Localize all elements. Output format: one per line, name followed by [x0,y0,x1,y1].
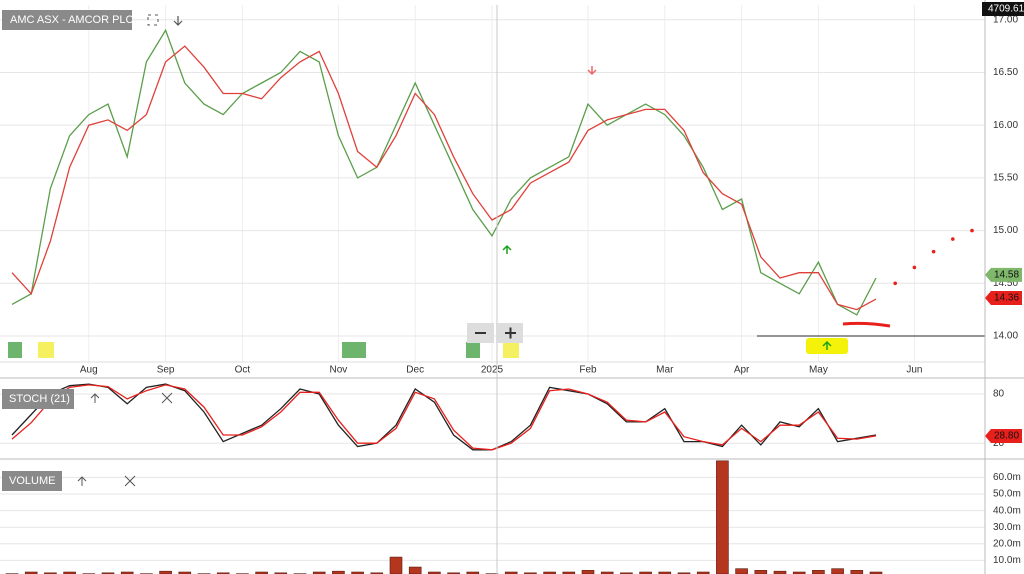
series-line [11,45,877,311]
y-tick-label: 14.00 [993,331,1018,342]
volume-bar [812,570,825,574]
y-tick-label: 15.50 [993,173,1018,184]
price-tag [985,428,1022,443]
volume-bar [370,572,384,574]
x-tick-label: Dec [406,365,424,376]
zoom-icons [475,327,516,339]
y-tick-label: 60.0m [993,472,1021,483]
x-tick-label: Mar [656,365,674,376]
top-label: 4709.61 [988,4,1024,15]
projection-dot [951,237,955,241]
price-tag-label: 28.80 [994,431,1019,442]
y-tick-label: 14.50 [993,278,1018,289]
volume-bar [524,572,537,574]
volume-bar [754,570,768,574]
projection-dot [970,228,974,233]
volume-bar [850,570,864,574]
expand-icon[interactable] [147,14,159,26]
volume-bar [677,572,691,574]
volume-bar [447,572,460,574]
volume-bar [620,572,633,574]
volume-bar [101,572,115,574]
y-tick-label: 40.0m [993,505,1021,516]
title-box [2,10,132,30]
y-tick-label: 16.00 [993,120,1018,131]
hand-drawn-line [842,321,891,328]
projection-dot [893,281,897,286]
volume-bar [44,572,57,574]
y-tick-label: 50.0m [993,489,1021,500]
y-tick-label: 30.0m [993,522,1021,533]
series-line [11,28,877,316]
volume-bar [216,572,230,574]
up-arrow [822,340,832,350]
series-line [11,384,877,451]
event-marker[interactable] [466,342,480,358]
y-tick-label: 16.50 [993,67,1018,78]
volume-bar [716,460,729,574]
y-tick-label: 20 [993,438,1005,449]
volume-bar [831,568,844,574]
x-tick-label: Oct [235,365,251,376]
volume-bar [408,566,422,574]
y-tick-label: 20.0m [993,538,1021,549]
projection-dot [912,265,917,270]
x-tick-label: Aug [80,365,98,376]
x-tick-label: Sep [157,365,175,376]
title-box [2,471,62,491]
price-tag-label: 14.58 [994,269,1019,280]
x-tick-label: 2025 [481,365,504,376]
note-marker[interactable] [503,342,519,358]
price-tag [985,291,1022,306]
zoom-controls [467,323,523,343]
note-marker[interactable] [38,342,54,358]
event-markers [8,342,519,358]
x-tick-label: Nov [330,365,348,376]
panel-icons[interactable] [90,392,173,404]
volume-bar [274,572,288,574]
price-tag-label: 14.36 [994,293,1019,304]
panel-title: STOCH (21) [9,393,70,405]
panel-title: VOLUME [9,475,55,487]
volume-bar [735,568,748,574]
up-arrow [502,244,512,254]
chart-title: AMC ASX - AMCOR PLC [10,14,134,26]
plot-area [0,19,985,337]
y-tick-label: 17.00 [993,14,1018,25]
layers: Aug Sep Oct Nov Dec 2025 Feb Mar Apr May Jun 14.00 1… [0,5,1022,574]
volume-bar [389,556,403,574]
y-tick-label: 80 [993,389,1005,400]
volume-bar [581,570,595,574]
x-tick-label: Feb [579,365,597,376]
x-tick-label: Apr [734,365,750,376]
event-marker[interactable] [8,342,22,358]
y-tick-label: 10.0m [993,555,1021,566]
plot-area [0,383,985,451]
plot-area [0,460,985,574]
top-label-box [982,2,1024,16]
event-marker[interactable] [342,342,366,358]
panel-icons[interactable] [77,475,136,487]
y-tick-label: 15.00 [993,225,1018,236]
x-tick-label: May [809,365,828,376]
projection-dot [931,249,936,254]
down-arrow [587,66,597,76]
title-box [2,389,74,409]
x-tick-label: Jun [906,365,922,376]
down-arrow [173,16,183,26]
price-tag [985,267,1022,282]
